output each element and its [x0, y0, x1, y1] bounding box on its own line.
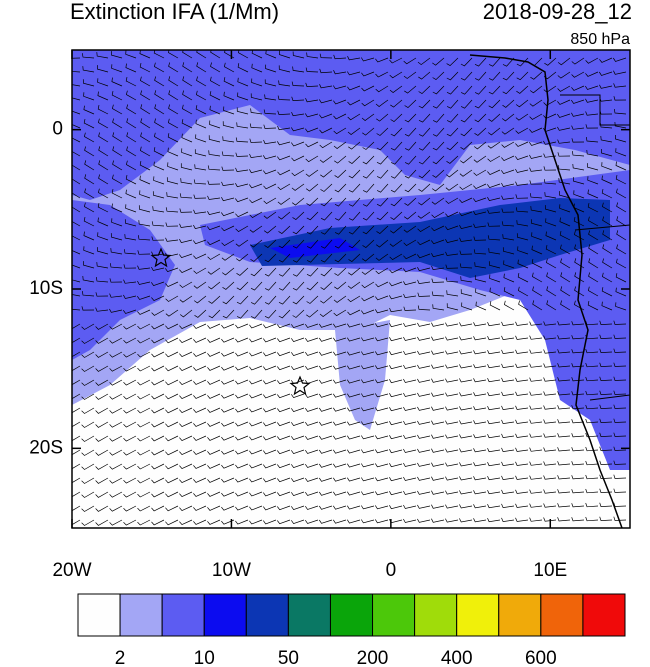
colorbar-label: 400	[441, 648, 473, 667]
level: 850 hPa	[570, 31, 630, 48]
colorbar-label: 10	[194, 648, 215, 667]
colorbar-swatch	[456, 593, 500, 637]
wind-barbs	[72, 50, 627, 526]
colorbar-label: 200	[357, 648, 389, 667]
colorbar-swatch	[245, 593, 289, 637]
title: Extinction IFA (1/Mm)	[70, 0, 279, 24]
colorbar-swatch	[203, 593, 247, 637]
colorbar-swatch	[372, 593, 416, 637]
colorbar-swatch	[161, 593, 205, 637]
x-tick-label: 10W	[212, 560, 251, 581]
map-field	[72, 50, 630, 528]
coastline	[469, 54, 623, 528]
colorbar-label: 50	[278, 648, 299, 667]
colorbar-swatch	[498, 593, 542, 637]
colorbar-label: 2	[115, 648, 126, 667]
colorbar-swatch	[287, 593, 331, 637]
colorbar-swatch	[329, 593, 374, 637]
site-marker	[150, 247, 172, 268]
colorbar-swatch	[582, 593, 626, 637]
colorbar-swatch	[119, 593, 163, 637]
colorbar-swatch	[540, 593, 584, 637]
y-tick-label: 10S	[29, 278, 63, 299]
colorbar-label: 600	[525, 648, 557, 667]
field-light	[335, 320, 390, 430]
colorbar-swatch	[77, 593, 121, 637]
field-blue	[270, 238, 360, 258]
x-tick-label: 10E	[533, 560, 567, 581]
y-tick-label: 0	[52, 119, 63, 140]
date: 2018-09-28_12	[483, 0, 632, 24]
x-tick-label: 0	[386, 560, 397, 581]
y-tick-label: 20S	[29, 437, 63, 458]
site-marker	[289, 375, 311, 396]
field-dark	[250, 198, 610, 278]
colorbar-swatch	[414, 593, 458, 637]
field-medium	[72, 50, 630, 200]
x-tick-label: 20W	[52, 560, 91, 581]
